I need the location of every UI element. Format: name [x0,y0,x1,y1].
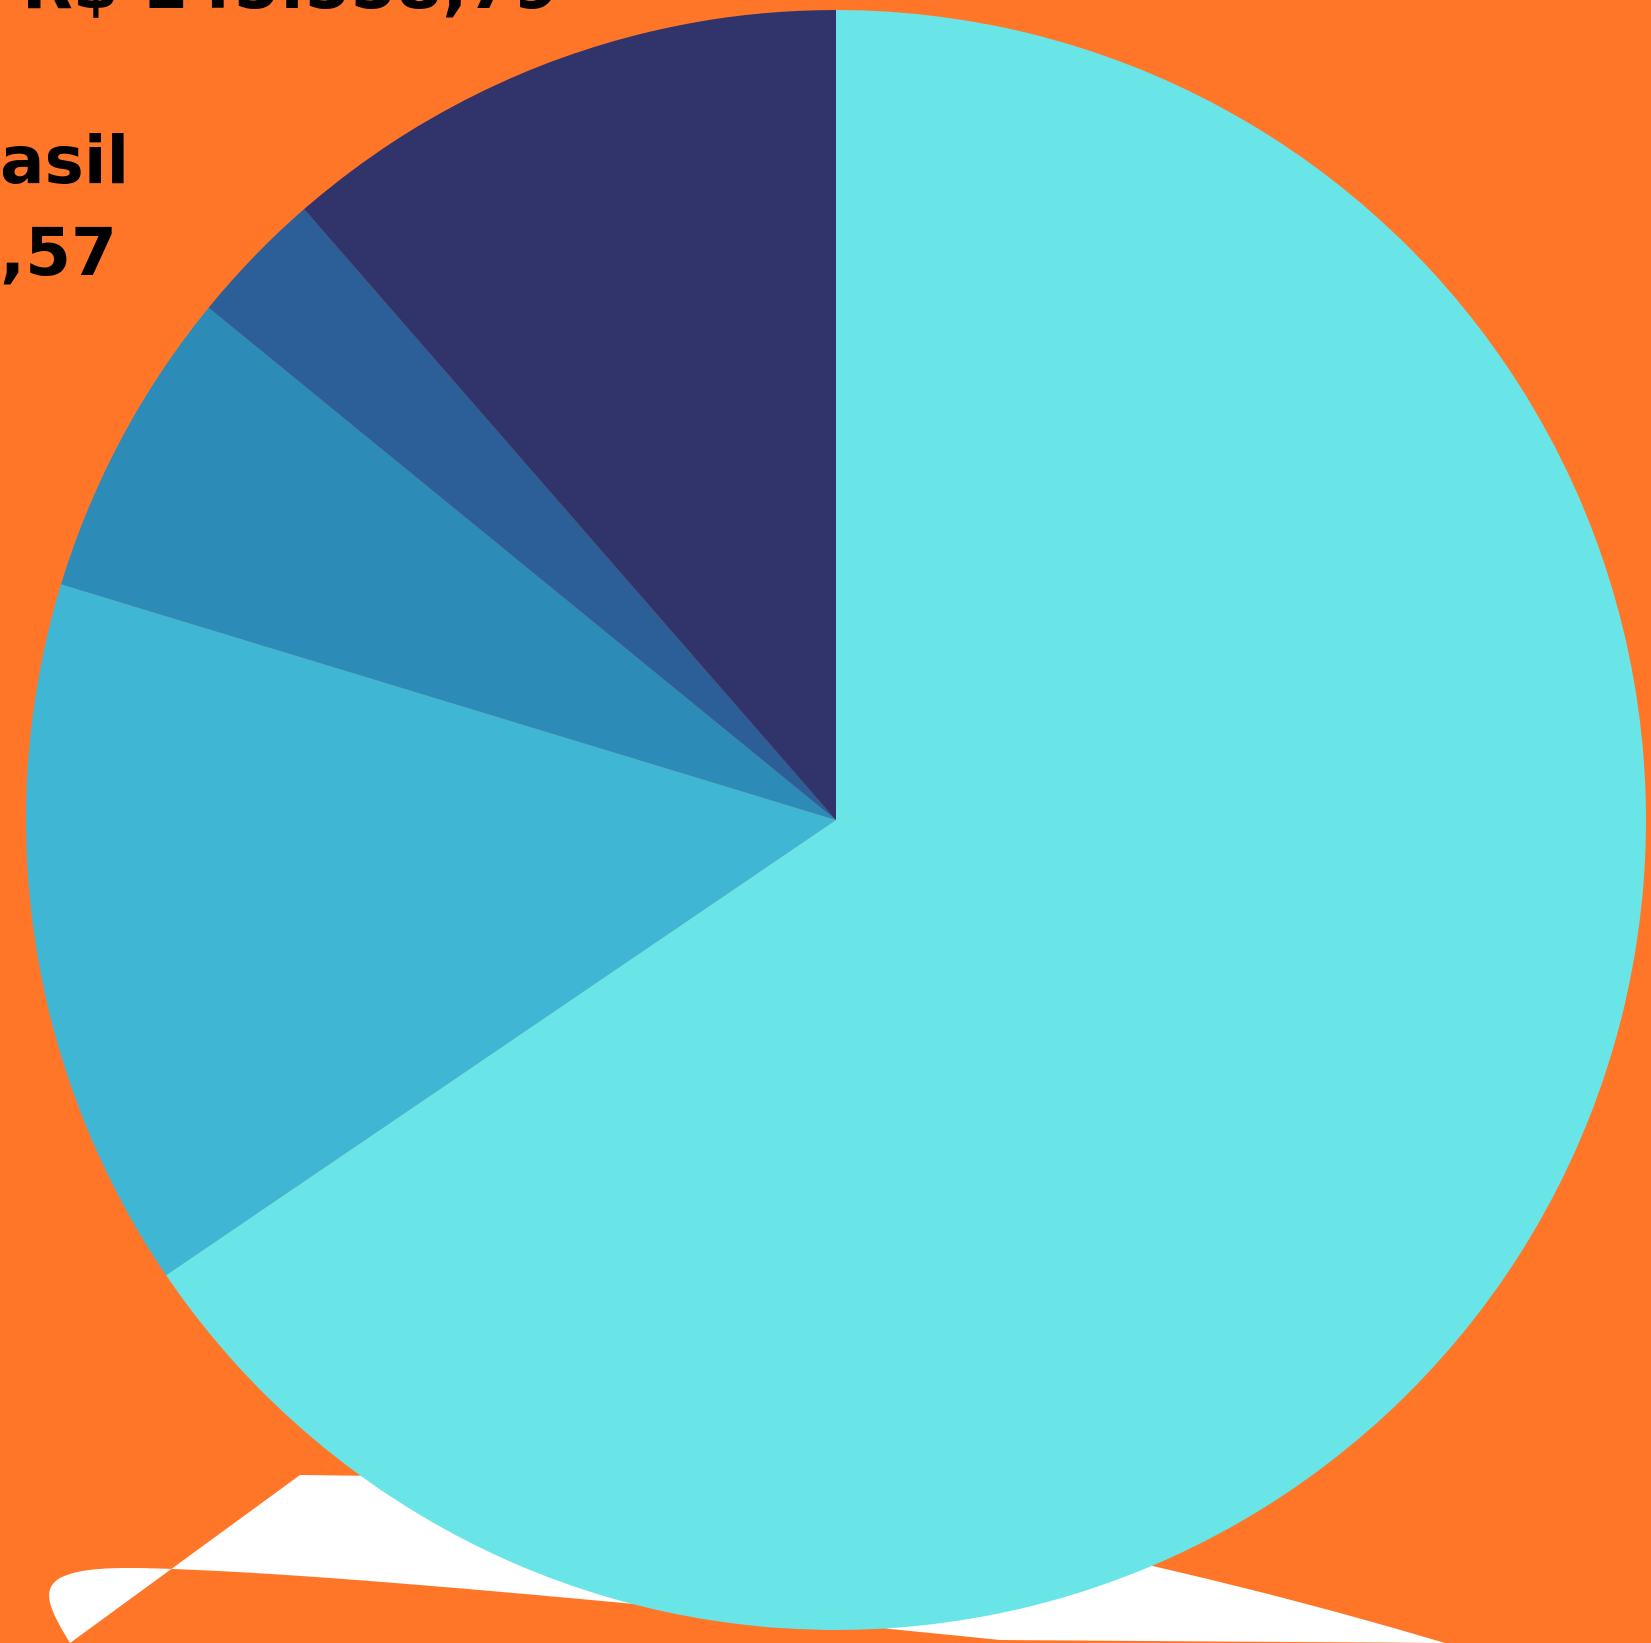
pie-slice-1 [166,10,1646,1630]
pie-slice-2 [25,584,837,1276]
value-label-top: R$ 145.558,79 [22,0,559,24]
pie-slice-5 [304,10,836,820]
value-label-partial: ,57 [0,214,117,291]
pie-slice-4 [208,209,836,820]
label-country: asil [0,122,129,199]
pie-slice-3 [61,307,837,820]
pie-slices [25,10,1646,1630]
